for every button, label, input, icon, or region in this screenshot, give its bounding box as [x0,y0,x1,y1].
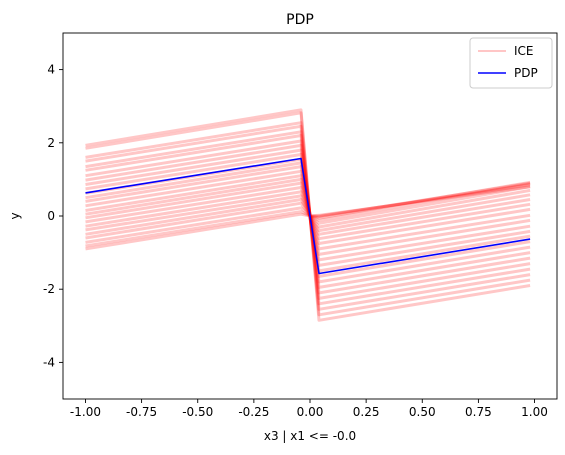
pdp-line [85,157,531,275]
x-tick-label: -0.50 [182,405,213,419]
x-tick-label: 0.25 [353,405,380,419]
x-tick-label: -1.00 [70,405,101,419]
x-tick-label: 0.00 [297,405,324,419]
chart-title: PDP [286,12,314,28]
y-axis-ticks: -4 -2 0 2 4 [43,63,63,369]
x-axis-ticks: -1.00 -0.75 -0.50 -0.25 0.00 0.25 0.50 0.75 1.00 [70,399,548,419]
x-tick-label: 0.50 [409,405,436,419]
y-tick-label: 0 [47,209,55,223]
x-tick-label: 1.00 [521,405,548,419]
y-axis-label: y [8,212,22,219]
legend-pdp-label: PDP [514,66,538,80]
x-tick-label: -0.25 [238,405,269,419]
y-tick-label: -2 [43,282,55,296]
legend-box [469,37,553,89]
x-tick-label: 0.75 [465,405,492,419]
y-tick-label: 2 [47,136,55,150]
legend: ICE PDP [469,37,553,89]
x-axis-label: x3 | x1 <= -0.0 [264,429,356,443]
legend-ice-label: ICE [514,44,534,58]
y-tick-label: -4 [43,355,55,369]
x-tick-label: -0.75 [126,405,157,419]
y-tick-label: 4 [47,63,55,77]
pdp-line-group [85,157,531,275]
